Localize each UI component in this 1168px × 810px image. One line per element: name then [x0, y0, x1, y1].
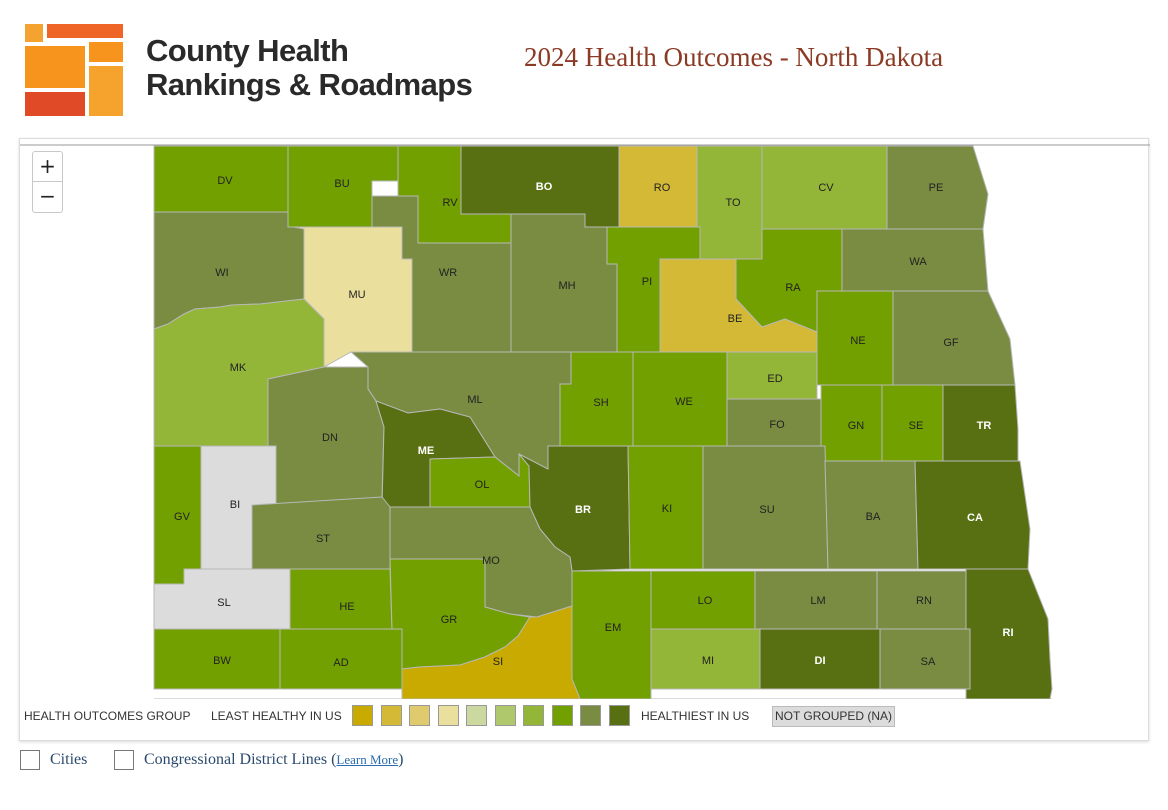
legend-title: HEALTH OUTCOMES GROUP: [24, 709, 191, 723]
county-label-he: HE: [339, 601, 354, 613]
county-label-st: ST: [316, 533, 330, 545]
county-label-ri: RI: [1003, 627, 1014, 639]
district-lines-label[interactable]: Congressional District Lines (: [144, 751, 337, 768]
legend-swatch-9: [580, 705, 601, 726]
map-panel: DV BU RV BO RO TO CV PE WI MU WR MH PI RA WA BE NE GF MK ML…: [19, 138, 1150, 741]
county-label-mk: MK: [230, 362, 247, 374]
county-ca[interactable]: [914, 460, 1031, 570]
district-lines-text: Congressional District Lines (Learn More…: [144, 751, 403, 769]
legend-swatch-3: [409, 705, 430, 726]
county-label-bo: BO: [536, 181, 553, 193]
legend-swatch-5: [466, 705, 487, 726]
county-label-bu: BU: [334, 178, 349, 190]
learn-more-link[interactable]: Learn More: [336, 752, 399, 767]
county-label-mu: MU: [348, 289, 365, 301]
county-label-sl: SL: [217, 597, 230, 609]
county-label-wa: WA: [909, 256, 927, 268]
county-label-fo: FO: [769, 419, 785, 431]
county-label-sh: SH: [593, 397, 608, 409]
page-title: 2024 Health Outcomes - North Dakota: [524, 42, 944, 72]
legend-swatch-6: [495, 705, 516, 726]
district-lines-close: ): [398, 751, 404, 768]
county-label-to: TO: [725, 197, 741, 209]
county-label-tr: TR: [977, 420, 992, 432]
county-label-em: EM: [605, 622, 622, 634]
county-pe[interactable]: [886, 145, 989, 230]
county-label-gv: GV: [174, 511, 191, 523]
county-label-su: SU: [759, 504, 774, 516]
county-label-ba: BA: [866, 511, 881, 523]
legend-swatch-8: [552, 705, 573, 726]
county-label-dn: DN: [322, 432, 338, 444]
county-label-dv: DV: [217, 175, 233, 187]
county-label-si: SI: [493, 656, 503, 668]
county-si[interactable]: [401, 605, 581, 699]
county-label-rv: RV: [442, 197, 458, 209]
county-label-gn: GN: [848, 420, 865, 432]
county-label-gr: GR: [441, 614, 458, 626]
county-label-we: WE: [675, 396, 693, 408]
district-lines-checkbox[interactable]: [114, 750, 134, 770]
legend-swatch-1: [352, 705, 373, 726]
county-label-pe: PE: [929, 182, 944, 194]
county-label-wr: WR: [439, 267, 457, 279]
brand-logo: [25, 24, 123, 116]
county-label-pi: PI: [642, 276, 652, 288]
county-label-wi: WI: [215, 267, 228, 279]
county-label-ne: NE: [850, 335, 865, 347]
county-label-ca: CA: [967, 512, 983, 524]
brand-name: County Health Rankings & Roadmaps: [146, 33, 473, 102]
county-label-ro: RO: [654, 182, 671, 194]
county-ri[interactable]: [965, 568, 1053, 699]
county-label-mi: MI: [702, 655, 714, 667]
county-label-me: ME: [418, 445, 435, 457]
county-he[interactable]: [289, 568, 393, 630]
county-label-be: BE: [728, 313, 743, 325]
brand-line-1: County Health: [146, 33, 349, 68]
county-label-lm: LM: [810, 595, 825, 607]
legend-swatch-4: [438, 705, 459, 726]
county-label-ra: RA: [785, 282, 801, 294]
county-label-se: SE: [909, 420, 924, 432]
map-legend: HEALTH OUTCOMES GROUP LEAST HEALTHY IN U…: [20, 701, 1150, 731]
county-label-gf: GF: [943, 337, 959, 349]
county-label-bi: BI: [230, 499, 240, 511]
county-label-mh: MH: [558, 280, 575, 292]
legend-least-label: LEAST HEALTHY IN US: [211, 709, 342, 723]
legend-swatch-10: [609, 705, 630, 726]
county-tr[interactable]: [942, 384, 1019, 462]
county-label-ml: ML: [467, 394, 482, 406]
legend-swatch-2: [381, 705, 402, 726]
legend-swatch-7: [523, 705, 544, 726]
county-label-bw: BW: [213, 655, 231, 667]
county-label-br: BR: [575, 504, 591, 516]
county-map[interactable]: DV BU RV BO RO TO CV PE WI MU WR MH PI RA WA BE NE GF MK ML…: [20, 139, 1150, 699]
county-label-lo: LO: [698, 595, 713, 607]
county-label-sa: SA: [921, 656, 936, 668]
county-label-ol: OL: [475, 479, 490, 491]
county-em[interactable]: [571, 570, 652, 699]
county-sa[interactable]: [879, 628, 971, 690]
legend-not-grouped: NOT GROUPED (NA): [772, 706, 895, 727]
cities-label[interactable]: Cities: [50, 751, 88, 768]
county-label-di: DI: [815, 655, 826, 667]
cities-checkbox[interactable]: [20, 750, 40, 770]
zoom-out-button[interactable]: −: [32, 182, 63, 213]
county-label-rn: RN: [916, 595, 932, 607]
county-label-ed: ED: [767, 373, 782, 385]
county-label-mo: MO: [482, 555, 500, 567]
county-gf[interactable]: [892, 290, 1016, 386]
county-label-ad: AD: [333, 657, 348, 669]
zoom-in-button[interactable]: +: [32, 151, 63, 182]
brand-line-2: Rankings & Roadmaps: [146, 67, 473, 102]
county-label-ki: KI: [662, 503, 672, 515]
legend-healthiest-label: HEALTHIEST IN US: [641, 709, 750, 723]
county-label-cv: CV: [818, 182, 834, 194]
